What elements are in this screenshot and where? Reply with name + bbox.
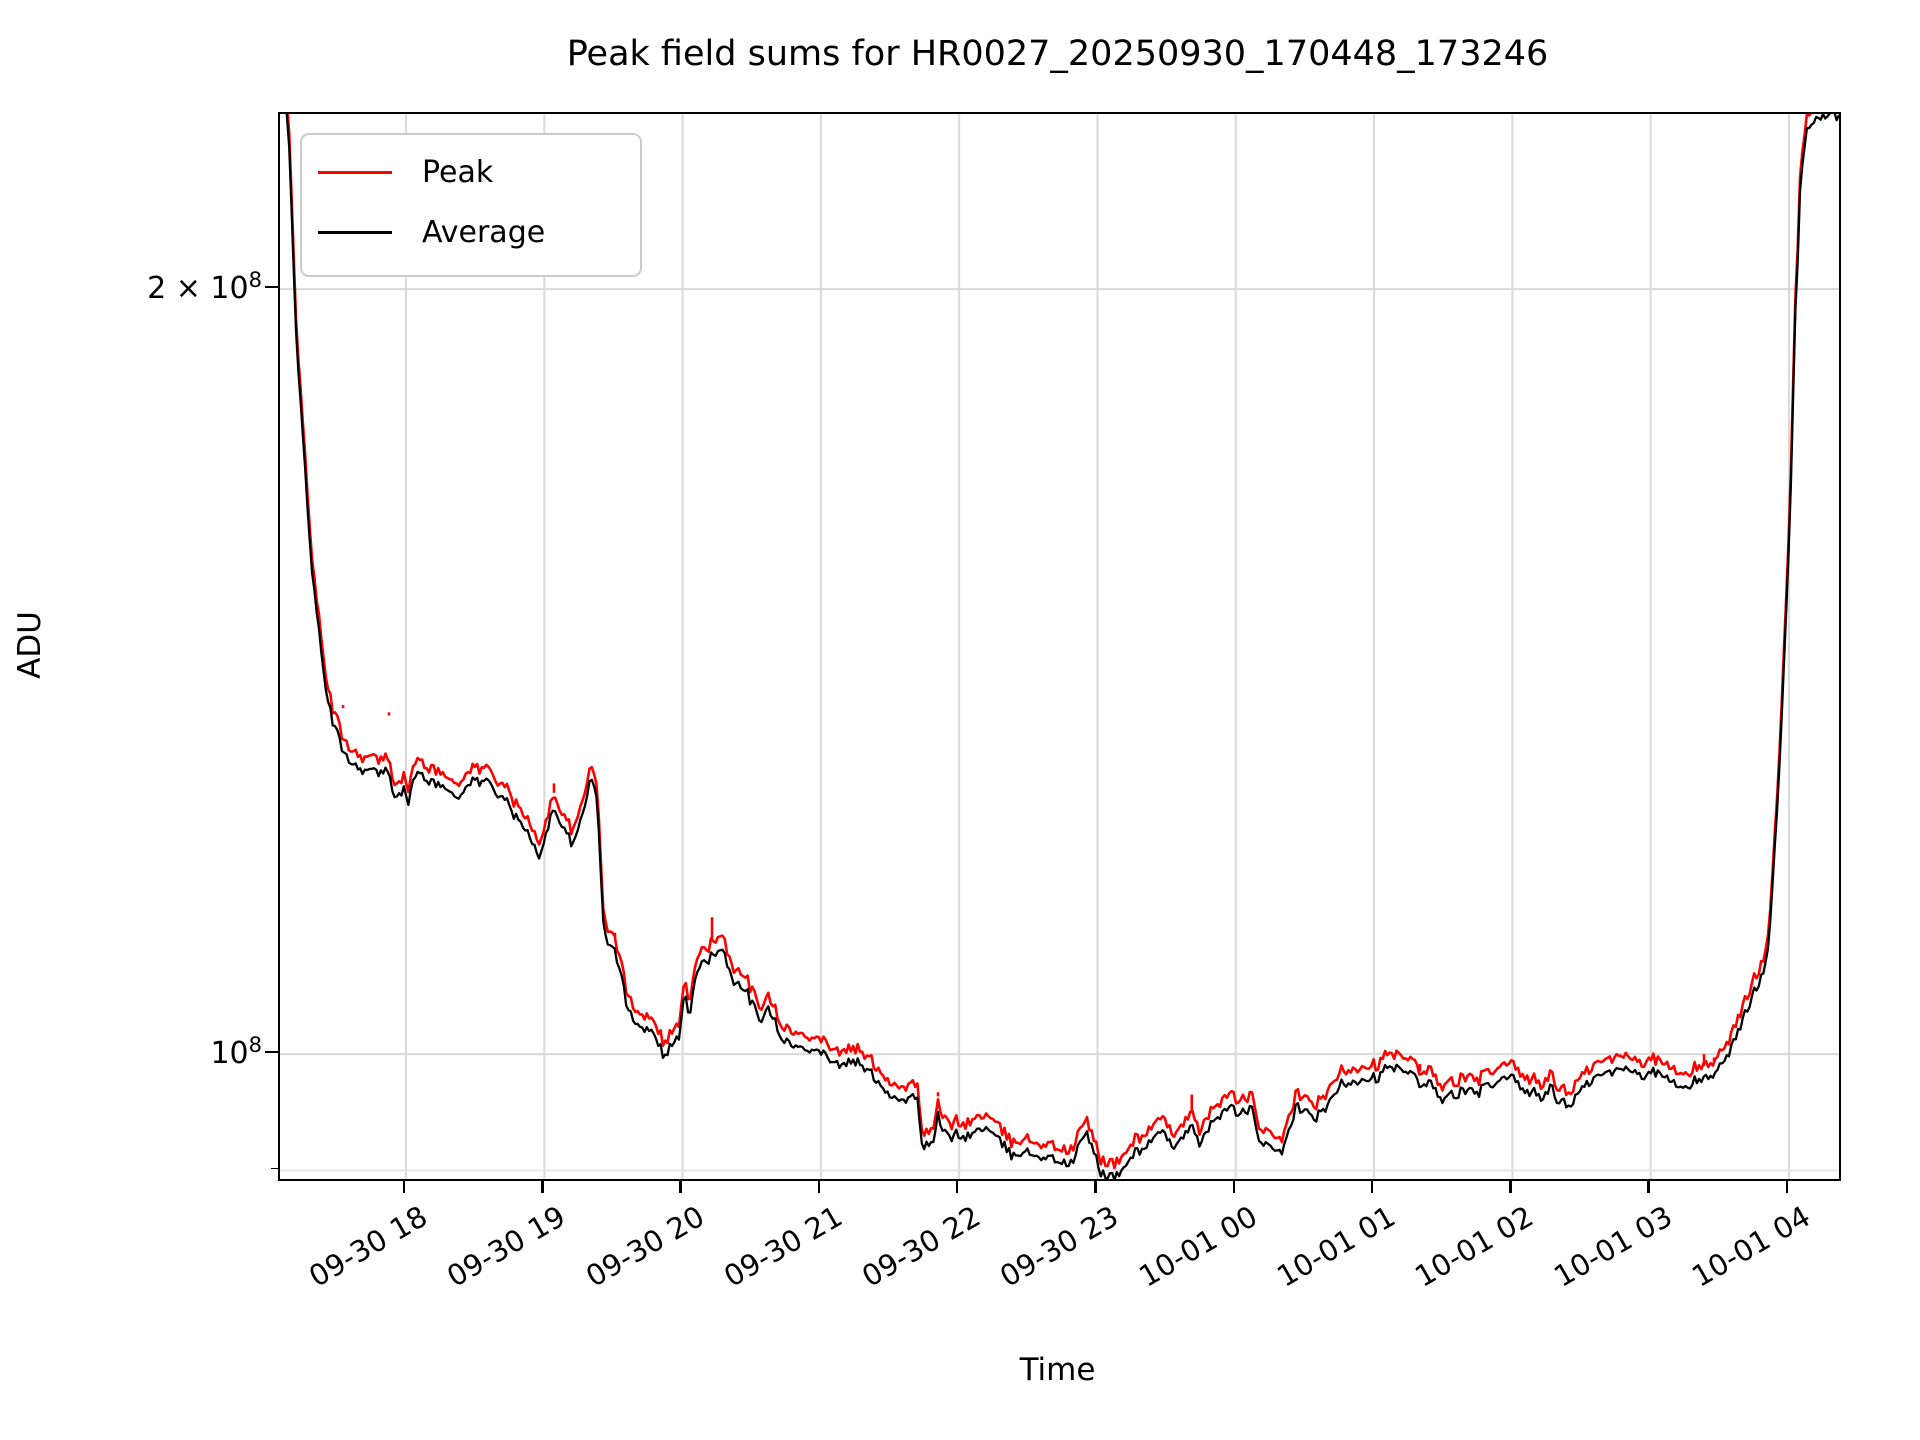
x-tick-mark: [955, 1180, 959, 1193]
x-tick-label: 09-30 22: [856, 1199, 987, 1294]
x-tick-label: 09-30 21: [717, 1199, 848, 1294]
x-tick-mark: [1785, 1180, 1789, 1193]
y-tick-mark: [265, 1050, 278, 1054]
y-tick-label-1e8: 108: [210, 1033, 262, 1071]
x-tick-label: 09-30 23: [994, 1199, 1125, 1294]
legend: Peak Average: [300, 133, 642, 277]
x-tick-label: 10-01 01: [1271, 1199, 1402, 1294]
y-minor-tick-mark: [271, 1167, 278, 1170]
x-tick-mark: [402, 1180, 406, 1193]
x-tick-mark: [1232, 1180, 1236, 1193]
x-tick-label: 10-01 00: [1132, 1199, 1263, 1294]
x-tick-mark: [1094, 1180, 1097, 1193]
x-tick-label: 09-30 19: [441, 1199, 572, 1294]
y-tick-exponent: 8: [248, 268, 262, 292]
y-axis-label: ADU: [12, 611, 48, 679]
average-line-swatch: [318, 230, 392, 234]
legend-label: Peak: [422, 154, 494, 190]
chart-canvas: [280, 114, 1839, 1179]
peak-line: [286, 114, 1812, 1170]
x-tick-mark: [679, 1180, 682, 1193]
x-tick-mark: [1509, 1180, 1512, 1193]
x-tick-mark: [1647, 1180, 1650, 1193]
x-tick-label: 10-01 02: [1409, 1199, 1540, 1294]
y-tick-exponent: 8: [248, 1033, 262, 1057]
x-tick-label: 10-01 04: [1686, 1199, 1816, 1294]
y-tick-text: 10: [210, 1036, 249, 1071]
x-tick-mark: [541, 1180, 544, 1193]
plot-area: [278, 112, 1841, 1181]
x-tick-mark: [817, 1180, 821, 1193]
legend-label: Average: [422, 214, 546, 250]
y-tick-text: 2 × 10: [147, 271, 249, 306]
x-tick-mark: [1370, 1180, 1374, 1193]
peak-line-swatch: [318, 170, 392, 174]
chart-title: Peak field sums for HR0027_20250930_1704…: [566, 34, 1549, 74]
x-tick-label: 09-30 18: [303, 1199, 433, 1294]
y-tick-mark: [265, 285, 278, 289]
average-line: [285, 114, 1839, 1179]
x-tick-label: 10-01 03: [1547, 1199, 1678, 1294]
y-tick-label-2e8: 2 × 108: [147, 268, 262, 306]
legend-item-peak: Peak: [302, 143, 640, 201]
legend-item-average: Average: [302, 203, 640, 261]
x-tick-label: 09-30 20: [579, 1199, 710, 1294]
x-axis-label: Time: [1019, 1352, 1096, 1388]
